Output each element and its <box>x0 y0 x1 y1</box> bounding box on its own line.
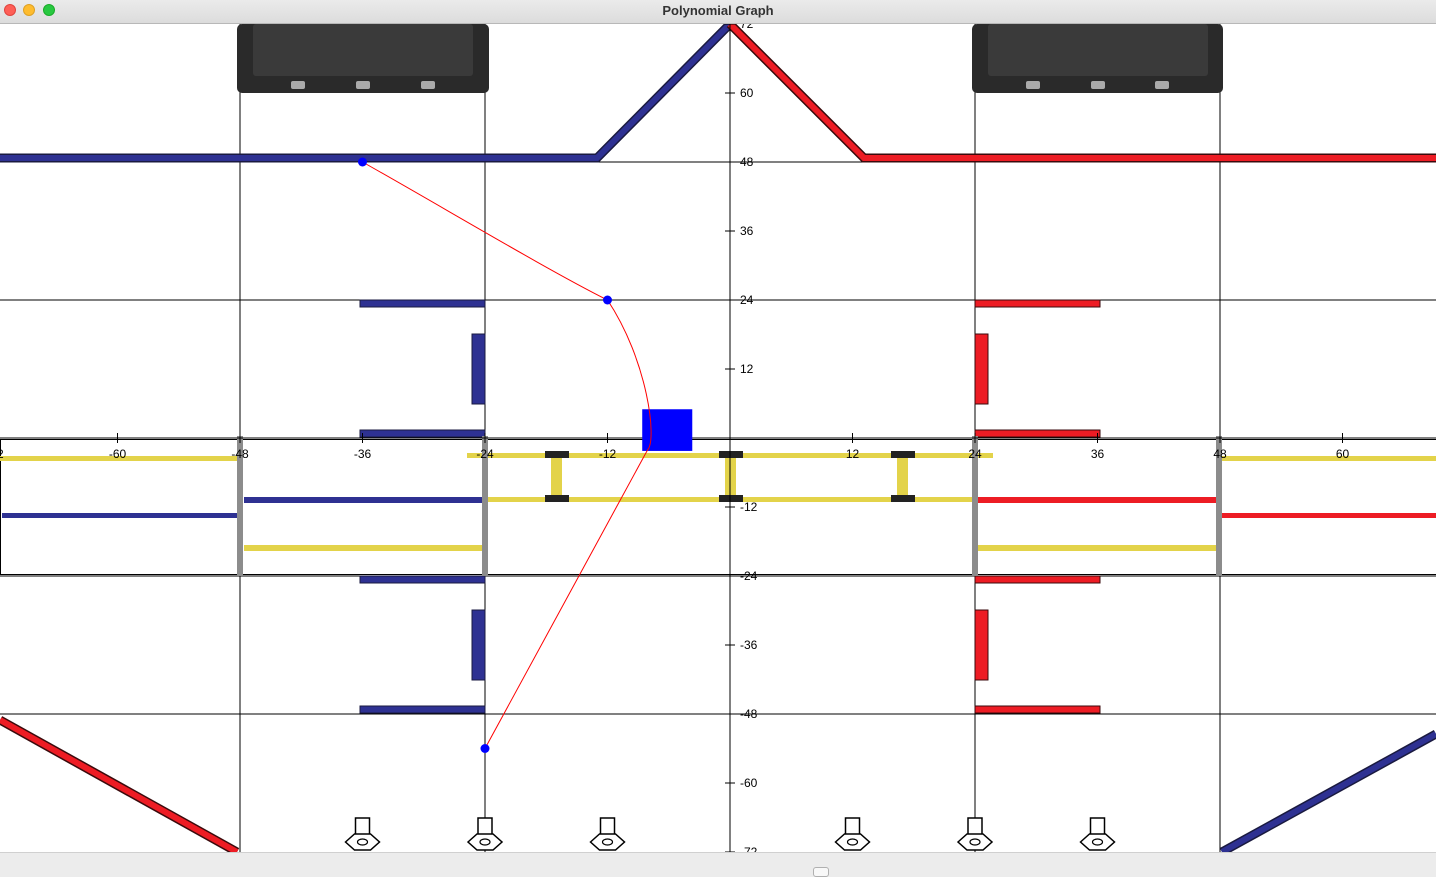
x-tick-label: -72 <box>0 447 4 461</box>
x-tick-label: 48 <box>1213 447 1227 461</box>
blue-ladder-lower <box>359 575 486 714</box>
y-tick-label: 12 <box>740 362 754 376</box>
status-bar <box>0 852 1436 877</box>
bridge-left <box>545 451 569 502</box>
x-tick-label: -48 <box>231 447 249 461</box>
resize-handle[interactable] <box>813 867 829 877</box>
y-tick-label: -48 <box>740 707 758 721</box>
path-point <box>358 157 367 167</box>
bottom-marker <box>589 817 626 851</box>
y-tick-label: -12 <box>740 500 758 514</box>
bottom-marker <box>956 817 994 851</box>
axes: -72 -60 -48 -36 -24 -12 12 24 36 48 60 72 60 48 36 24 12… <box>0 17 1436 859</box>
bridge-right <box>891 451 915 502</box>
path-point <box>603 295 612 305</box>
y-tick-label: -36 <box>740 638 758 652</box>
y-tick-label: -24 <box>740 569 758 583</box>
x-tick-label: -24 <box>476 447 494 461</box>
y-tick-label: 36 <box>740 224 754 238</box>
x-tick-label: 36 <box>1091 447 1105 461</box>
path-point <box>480 744 490 753</box>
bottom-marker <box>466 817 504 851</box>
goal-box-left <box>237 24 489 93</box>
bottom-marker <box>1079 817 1116 851</box>
x-tick-label: -36 <box>354 447 372 461</box>
blue-ladder-upper <box>359 299 486 438</box>
red-ladder-lower <box>974 575 1101 714</box>
graph-canvas[interactable]: -72 -60 -48 -36 -24 -12 12 24 36 48 60 72 60 48 36 24 12… <box>0 17 1436 859</box>
x-tick-label: 60 <box>1336 447 1350 461</box>
path-line <box>362 161 652 749</box>
y-tick-label: 72 <box>740 24 754 31</box>
path-series <box>358 157 693 753</box>
y-tick-label: 48 <box>740 155 754 169</box>
minimize-button[interactable] <box>23 4 35 16</box>
y-tick-label: -72 <box>740 845 758 852</box>
title-bar: Polynomial Graph <box>0 0 1436 24</box>
field-graph: -72 -60 -48 -36 -24 -12 12 24 36 48 60 72 60 48 36 24 12… <box>0 17 1436 859</box>
y-tick-label: -60 <box>740 776 758 790</box>
close-button[interactable] <box>4 4 16 16</box>
y-tick-label: 24 <box>740 293 754 307</box>
red-ladder-upper <box>974 299 1101 438</box>
goal-box-right <box>972 24 1223 93</box>
x-tick-label: 12 <box>846 447 860 461</box>
x-tick-label: -12 <box>599 447 617 461</box>
bottom-marker <box>344 817 381 851</box>
y-tick-label: 60 <box>740 86 754 100</box>
x-tick-label: 24 <box>968 447 982 461</box>
bottom-marker <box>834 817 871 851</box>
maximize-button[interactable] <box>43 4 55 16</box>
x-tick-label: -60 <box>109 447 127 461</box>
bottom-markers <box>344 817 1116 851</box>
window-title: Polynomial Graph <box>662 3 774 18</box>
